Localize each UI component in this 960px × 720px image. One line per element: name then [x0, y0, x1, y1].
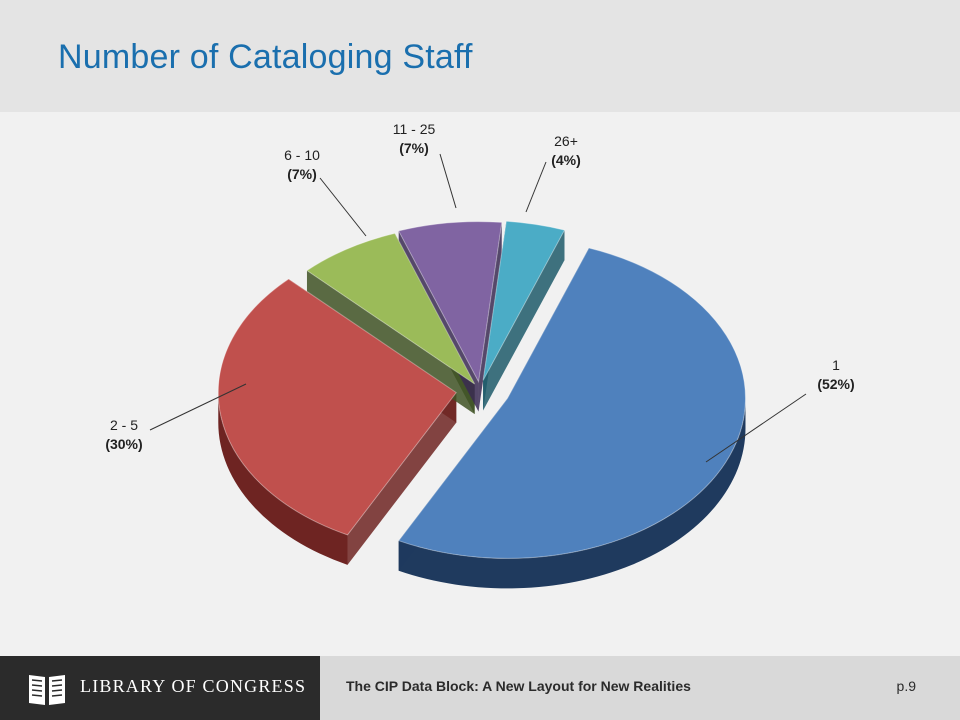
pie-slice [397, 247, 746, 559]
pie-chart-svg: 1 (52%) 2 - 5 (30%) 6 - 10 (7%) 11 - 25 (7%) 26+… [105, 121, 855, 589]
slice-percent: (4%) [551, 152, 581, 168]
slice-label: 2 - 5 [110, 417, 138, 433]
pie-slice-wall [478, 222, 502, 412]
slice-label: 1 [832, 357, 840, 373]
leader-line [525, 161, 547, 213]
pie-slice-wall [483, 230, 565, 411]
pie-slice [482, 220, 566, 381]
page-number: p.9 [896, 678, 916, 694]
pie-slice [306, 232, 476, 385]
leader-line [705, 393, 807, 463]
pie-slice-side [218, 392, 348, 565]
slide-header: Number of Cataloging Staff [0, 0, 960, 112]
slide-title: Number of Cataloging Staff [58, 38, 473, 76]
slide-footer: LIBRARY OF CONGRESS The CIP Data Block: … [0, 656, 960, 720]
slice-percent: (7%) [399, 140, 429, 156]
slice-label: 26+ [554, 133, 578, 149]
slice-label: 6 - 10 [284, 147, 320, 163]
footer-caption: The CIP Data Block: A New Layout for New… [346, 678, 691, 694]
leader-line [439, 153, 457, 209]
pie-slice-side [398, 398, 746, 589]
leader-line [319, 177, 367, 237]
slice-label: 11 - 25 [393, 121, 436, 137]
pie-chart: 1 (52%) 2 - 5 (30%) 6 - 10 (7%) 11 - 25 (7%) 26+… [0, 112, 960, 656]
pie-slice [217, 278, 458, 536]
slice-percent: (7%) [287, 166, 317, 182]
library-of-congress-logo: LIBRARY OF CONGRESS [0, 656, 320, 720]
pie-slice [397, 221, 503, 384]
pie-slice-wall [347, 392, 457, 565]
slice-percent: (52%) [817, 376, 854, 392]
logo-text: LIBRARY OF CONGRESS [80, 676, 307, 696]
leader-line [149, 383, 247, 431]
slice-percent: (30%) [105, 436, 142, 452]
open-book-icon [29, 675, 65, 705]
